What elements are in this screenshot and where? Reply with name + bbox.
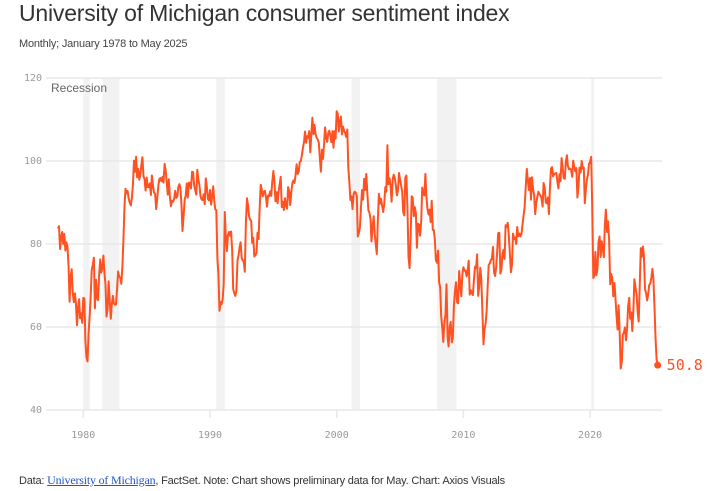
latest-value-dot — [654, 361, 662, 369]
source-note: Data: University of Michigan, FactSet. N… — [19, 473, 505, 488]
source-prefix: Data: — [19, 475, 48, 487]
y-axis: 40 60 80 100 120 — [24, 73, 42, 416]
latest-value-label: 50.8 — [667, 356, 703, 374]
sentiment-line — [57, 110, 659, 370]
y-tick-label: 40 — [30, 405, 42, 416]
gridlines — [46, 77, 662, 411]
chart-subtitle: Monthly; January 1978 to May 2025 — [19, 38, 188, 50]
x-axis: 1980 1990 2000 2010 2020 — [71, 410, 602, 441]
y-tick-label: 80 — [30, 239, 42, 250]
chart-title: University of Michigan consumer sentimen… — [19, 0, 510, 26]
x-tick-label: 1980 — [71, 430, 95, 441]
x-tick-label: 2020 — [578, 430, 602, 441]
x-tick-label: 1990 — [198, 430, 222, 441]
line-chart: 40 60 80 100 120 1980 1990 2000 2010 2020 Recess… — [24, 73, 703, 441]
source-suffix: , FactSet. Note: Chart shows preliminary… — [155, 475, 505, 487]
source-link[interactable]: University of Michigan — [47, 473, 156, 487]
y-tick-label: 120 — [24, 73, 42, 84]
y-tick-label: 60 — [30, 322, 42, 333]
x-tick-label: 2010 — [451, 430, 475, 441]
x-tick-label: 2000 — [325, 430, 349, 441]
y-tick-label: 100 — [24, 156, 42, 167]
recession-legend-label: Recession — [51, 81, 107, 95]
